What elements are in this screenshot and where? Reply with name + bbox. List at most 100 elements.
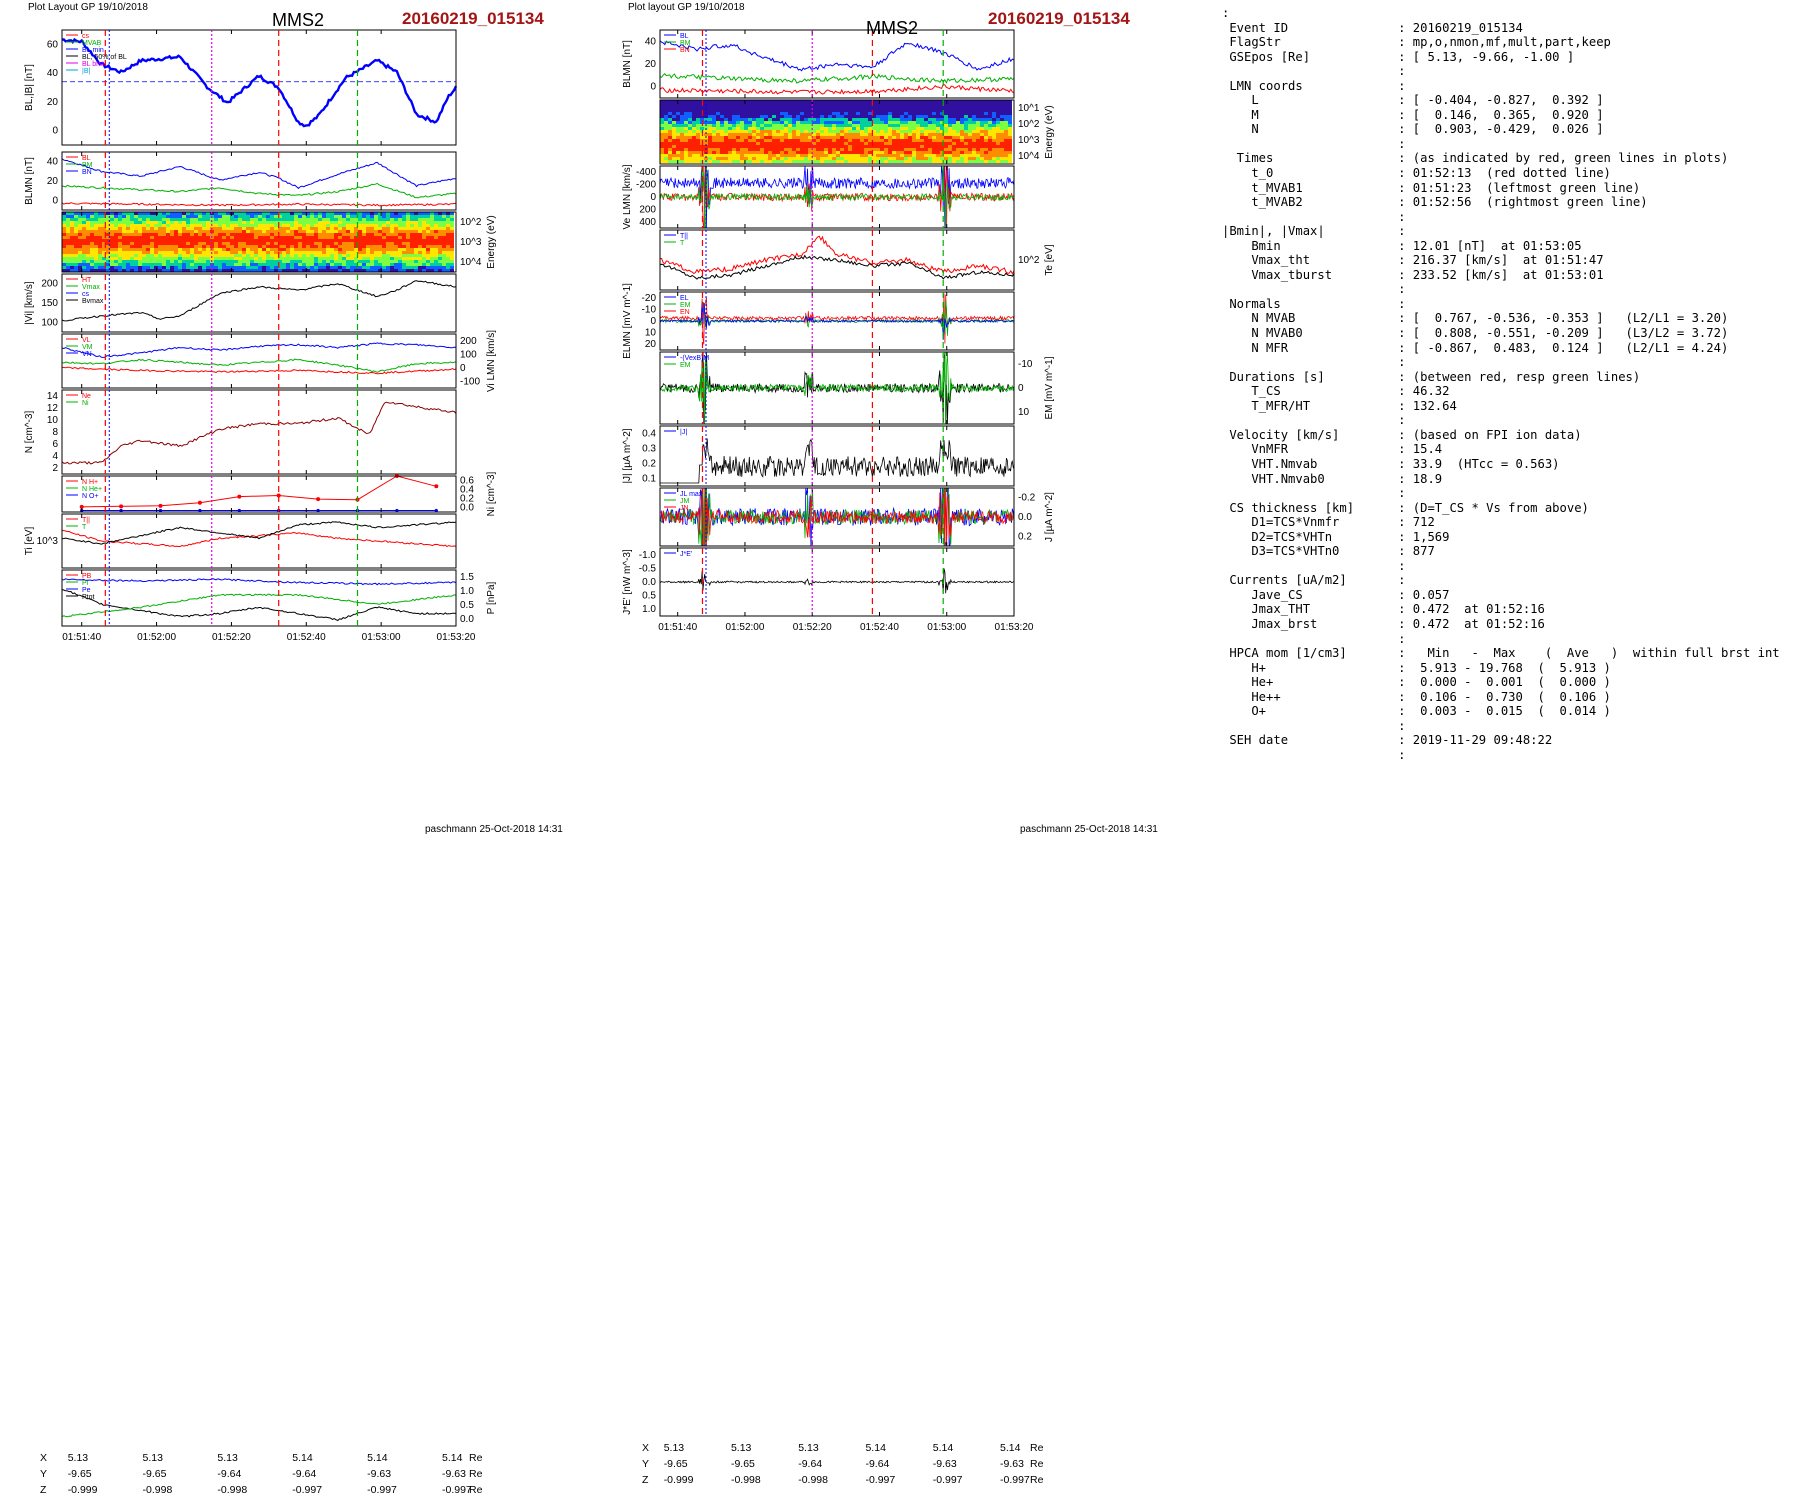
spectrogram-cell xyxy=(936,106,940,109)
spectrogram-cell xyxy=(314,248,318,251)
spectrogram-cell xyxy=(832,154,836,157)
spectrogram-cell xyxy=(358,254,362,257)
spectrogram-cell xyxy=(190,266,194,269)
spectrogram-cell xyxy=(956,118,960,121)
spectrogram-cell xyxy=(904,100,908,103)
spectrogram-cell xyxy=(664,157,668,160)
spectrogram-cell xyxy=(354,215,358,218)
spectrogram-cell xyxy=(62,233,66,236)
spectrogram-cell xyxy=(948,124,952,127)
spectrogram-cell xyxy=(422,233,426,236)
spectrogram-cell xyxy=(964,151,968,154)
spectrogram-cell xyxy=(262,230,266,233)
spectrogram-cell xyxy=(174,269,178,272)
spectrogram-cell xyxy=(110,251,114,254)
spectrogram-cell xyxy=(254,254,258,257)
spectrogram-cell xyxy=(880,130,884,133)
info-line: T_MFR/HT : 132.64 xyxy=(1222,398,1457,413)
spectrogram-cell xyxy=(426,260,430,263)
spectrogram-cell xyxy=(250,242,254,245)
spectrogram-cell xyxy=(924,115,928,118)
spectrogram-cell xyxy=(916,115,920,118)
spectrogram-cell xyxy=(840,100,844,103)
spectrogram-cell xyxy=(680,112,684,115)
y-axis-label: BLMN [nT] xyxy=(622,40,633,88)
info-line: N MVAB0 : [ 0.808, -0.551, -0.209 ] (L3/… xyxy=(1222,326,1729,341)
spectrogram-cell xyxy=(198,248,202,251)
spectrogram-cell xyxy=(956,124,960,127)
spectrogram-cell xyxy=(948,121,952,124)
spectrogram-cell xyxy=(776,121,780,124)
spectrogram-cell xyxy=(804,109,808,112)
spectrogram-cell xyxy=(816,154,820,157)
spectrogram-cell xyxy=(402,227,406,230)
spectrogram-cell xyxy=(378,212,382,215)
spectrogram-cell xyxy=(222,239,226,242)
spectrogram-cell xyxy=(206,269,210,272)
spectrogram-cell xyxy=(66,233,70,236)
spectrogram-cell xyxy=(290,245,294,248)
spectrogram-cell xyxy=(158,242,162,245)
spectrogram-cell xyxy=(246,257,250,260)
spectrogram-cell xyxy=(844,127,848,130)
spectrogram-cell xyxy=(162,269,166,272)
spectrogram-cell xyxy=(402,263,406,266)
spectrogram-cell xyxy=(254,236,258,239)
spectrogram-cell xyxy=(920,145,924,148)
spectrogram-cell xyxy=(70,218,74,221)
spectrogram-cell xyxy=(114,221,118,224)
spectrogram-cell xyxy=(166,218,170,221)
spectrogram-cell xyxy=(680,124,684,127)
spectrogram-cell xyxy=(892,103,896,106)
spectrogram-cell xyxy=(438,212,442,215)
legend-entry: BN xyxy=(82,169,92,176)
spectrogram-cell xyxy=(672,127,676,130)
spectrogram-cell xyxy=(346,239,350,242)
spectrogram-cell xyxy=(450,245,454,248)
legend-entry: N O+ xyxy=(82,493,99,500)
spectrogram-cell xyxy=(274,257,278,260)
spectrogram-cell xyxy=(354,266,358,269)
spectrogram-cell xyxy=(242,248,246,251)
spectrogram-cell xyxy=(194,230,198,233)
spectrogram-cell xyxy=(680,157,684,160)
spectrogram-cell xyxy=(358,245,362,248)
spectrogram-cell xyxy=(920,103,924,106)
spectrogram-cell xyxy=(286,263,290,266)
spectrogram-cell xyxy=(326,236,330,239)
spectrogram-cell xyxy=(920,139,924,142)
spectrogram-cell xyxy=(254,230,258,233)
spectrogram-cell xyxy=(66,215,70,218)
spectrogram-cell xyxy=(306,218,310,221)
panel-frame xyxy=(659,351,1015,425)
spectrogram-cell xyxy=(760,148,764,151)
spectrogram-cell xyxy=(118,266,122,269)
mid-subplot-7: 0.10.20.30.4|J| [µA m^-2] |J| xyxy=(622,425,1015,487)
spectrogram-cell xyxy=(254,224,258,227)
spectrogram-cell xyxy=(768,115,772,118)
spectrogram-cell xyxy=(158,233,162,236)
spectrogram-cell xyxy=(130,212,134,215)
spectrogram-cell xyxy=(916,139,920,142)
spectrogram-cell xyxy=(972,103,976,106)
spectrogram-cell xyxy=(314,263,318,266)
spectrogram-cell xyxy=(996,154,1000,157)
spectrogram-cell xyxy=(202,221,206,224)
spectrogram-cell xyxy=(988,154,992,157)
spectrogram-cell xyxy=(238,224,242,227)
spectrogram-cell xyxy=(824,157,828,160)
spectrogram-cell xyxy=(980,109,984,112)
spectrogram-cell xyxy=(154,215,158,218)
spectrogram-cell xyxy=(166,251,170,254)
spectrogram-cell xyxy=(684,127,688,130)
spectrogram-cell xyxy=(840,109,844,112)
spectrogram-cell xyxy=(306,230,310,233)
spectrogram-cell xyxy=(748,136,752,139)
spectrogram-cell xyxy=(218,269,222,272)
spectrogram-cell xyxy=(824,142,828,145)
spectrogram-cell xyxy=(122,236,126,239)
spectrogram-cell xyxy=(684,157,688,160)
spectrogram-cell xyxy=(848,103,852,106)
spectrogram-cell xyxy=(342,257,346,260)
spectrogram-cell xyxy=(234,266,238,269)
